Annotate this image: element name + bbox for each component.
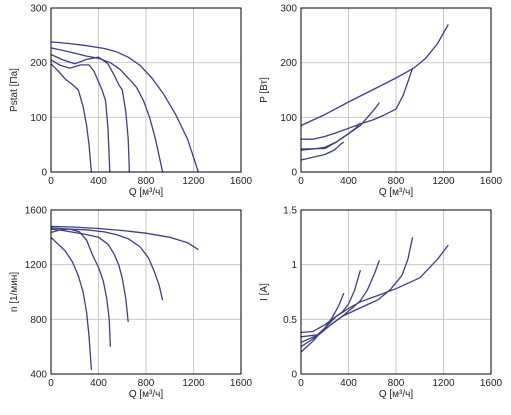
y-tick-label: 0.5: [283, 315, 297, 326]
y-tick-label: 1.5: [283, 206, 297, 217]
y-tick-label: 200: [280, 58, 297, 69]
y-axis-label: Pstat [Па]: [9, 68, 20, 112]
chart-power: 0 400 800 1200 1600 0 100 200 300 Q [м³/ч] P [Вт]: [259, 4, 503, 199]
x-tick-label: 400: [340, 378, 357, 389]
curve-current-1: [300, 244, 449, 334]
y-tick-label: 800: [30, 315, 47, 326]
x-tick-label: 800: [388, 176, 405, 187]
curve-speed-2: [50, 227, 164, 301]
y-axis-label: I [A]: [259, 283, 270, 301]
curve-current-4: [300, 269, 362, 348]
curve-speed-5: [50, 236, 93, 370]
x-tick-label: 800: [138, 378, 155, 389]
curve-power-5: [300, 141, 345, 161]
curve-power-2: [301, 67, 414, 140]
curve-speed-4: [50, 228, 112, 347]
curve-pstat-4: [50, 59, 111, 173]
x-tick-label: 0: [298, 176, 304, 187]
y-tick-label: 1: [291, 260, 297, 271]
x-tick-label: 1600: [480, 378, 503, 389]
curve-pstat-3: [50, 53, 131, 173]
curve-current-3: [300, 260, 381, 343]
y-tick-label: 200: [30, 58, 47, 69]
y-tick-label: 0: [291, 168, 297, 179]
curve-current-5: [300, 292, 345, 353]
x-axis-label: Q [м³/ч]: [129, 389, 164, 400]
y-axis-label: n [1/мин]: [9, 272, 20, 312]
x-tick-label: 1600: [230, 378, 253, 389]
curve-power-1: [300, 24, 449, 127]
y-tick-label: 0: [41, 168, 47, 179]
y-tick-label: 0: [291, 370, 297, 381]
plot-frame: [50, 7, 242, 173]
curve-pstat-2: [50, 47, 164, 173]
x-tick-label: 1200: [182, 176, 205, 187]
x-tick-label: 0: [48, 176, 54, 187]
y-tick-label: 300: [280, 4, 297, 15]
x-tick-label: 800: [388, 378, 405, 389]
curve-pstat-1: [50, 41, 199, 173]
chart-pstat: 0 400 800 1200 1600 0 100 200 300 Q [м³/ч] Pstat […: [9, 4, 253, 199]
x-tick-label: 1600: [480, 176, 503, 187]
y-axis-label: P [Вт]: [259, 77, 270, 103]
x-tick-label: 400: [90, 176, 107, 187]
curve-power-3: [300, 102, 380, 150]
plot-frame: [300, 7, 492, 173]
curve-power-4: [300, 122, 361, 151]
y-tick-label: 1600: [25, 206, 48, 217]
curve-speed-3: [50, 228, 129, 323]
x-axis-label: Q [м³/ч]: [379, 187, 414, 198]
y-tick-label: 300: [30, 4, 47, 15]
x-axis-label: Q [м³/ч]: [379, 389, 414, 400]
x-tick-label: 1600: [230, 176, 253, 187]
y-tick-label: 100: [280, 113, 297, 124]
y-tick-label: 400: [30, 370, 47, 381]
x-tick-label: 400: [340, 176, 357, 187]
plot-frame: [300, 209, 492, 375]
x-tick-label: 0: [48, 378, 54, 389]
x-tick-label: 1200: [432, 176, 455, 187]
x-tick-label: 1200: [432, 378, 455, 389]
y-tick-label: 100: [30, 113, 47, 124]
x-tick-label: 1200: [182, 378, 205, 389]
curve-speed-1: [50, 225, 199, 251]
x-tick-label: 800: [138, 176, 155, 187]
curve-pstat-5: [50, 63, 93, 173]
plot-frame: [50, 209, 242, 375]
chart-current: 0 400 800 1200 1600 0 0.5 1 1.5 Q [м³/ч] I [A]: [259, 206, 503, 401]
x-tick-label: 0: [298, 378, 304, 389]
x-axis-label: Q [м³/ч]: [129, 187, 164, 198]
y-tick-label: 1200: [25, 260, 48, 271]
x-tick-label: 400: [90, 378, 107, 389]
